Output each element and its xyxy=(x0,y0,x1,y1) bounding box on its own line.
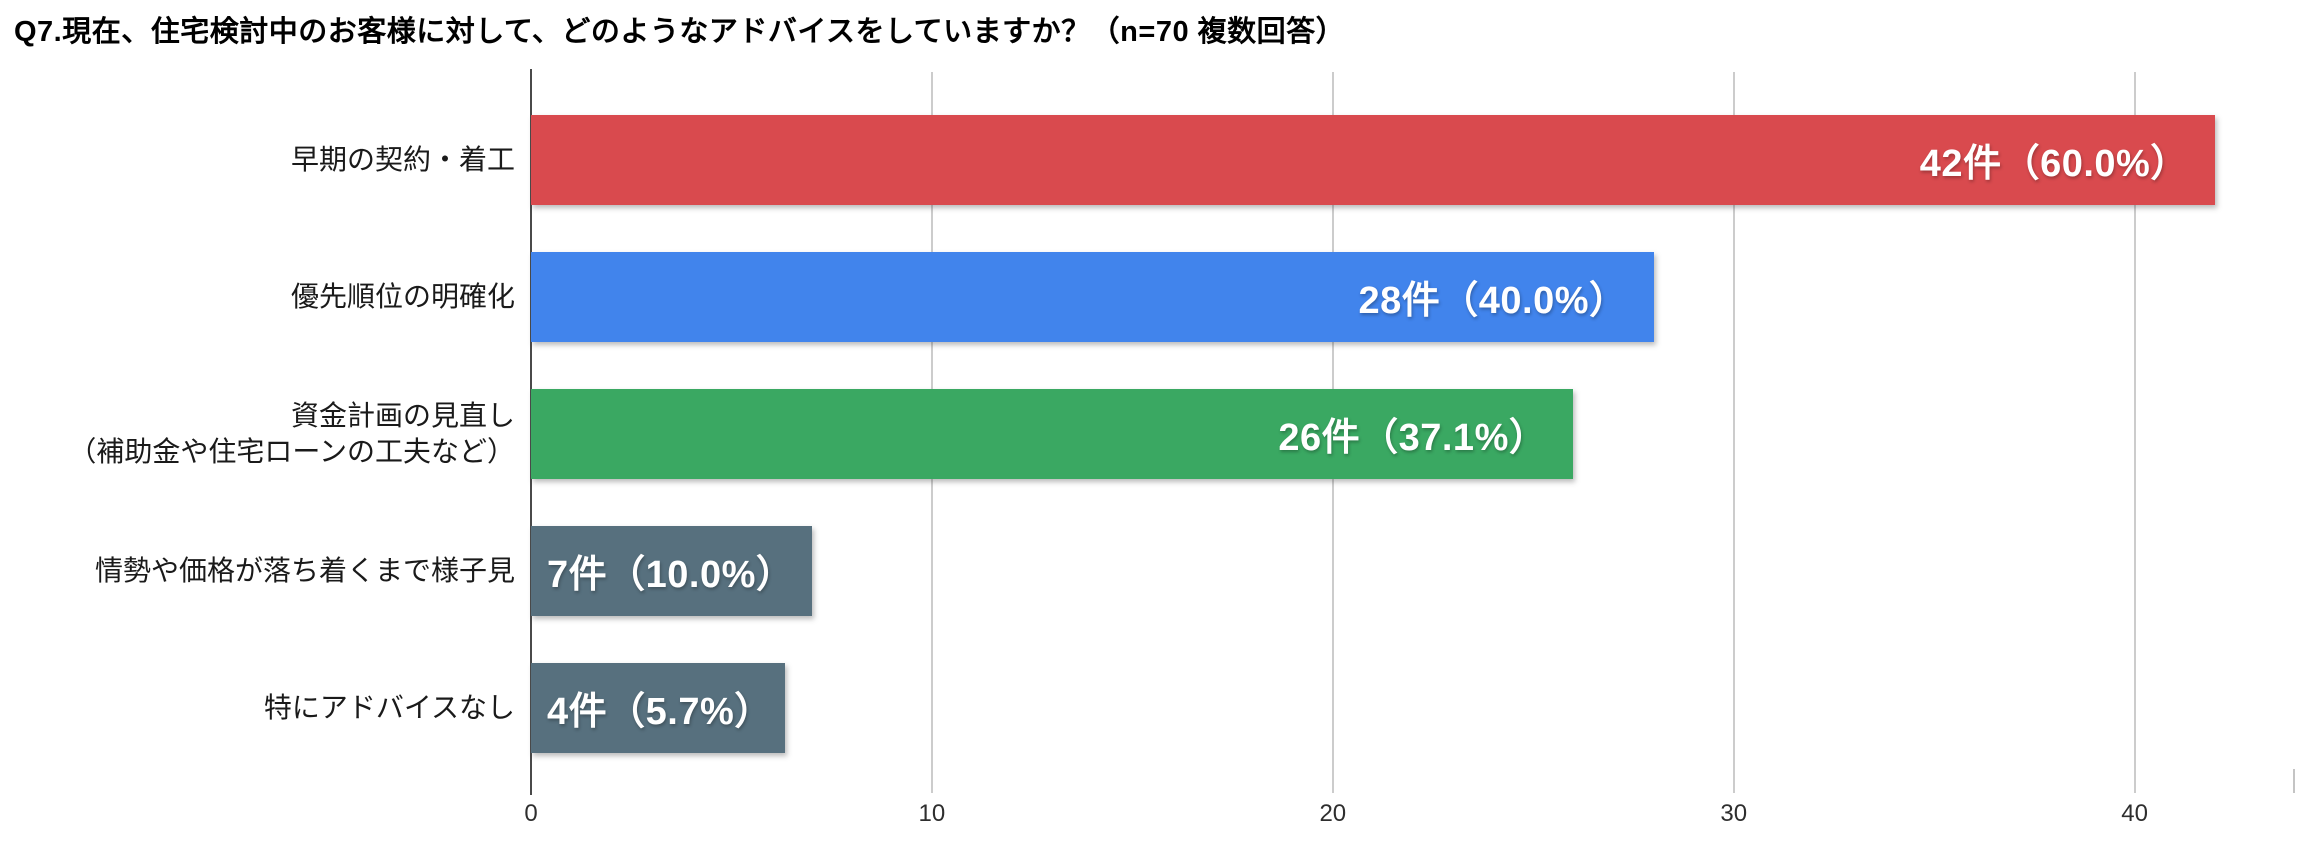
category-label-line: 優先順位の明確化 xyxy=(290,280,515,312)
category-label: 資金計画の見直し （補助金や住宅ローンの工夫など） xyxy=(0,398,531,470)
category-label: 情勢や価格が落ち着くまで様子見 xyxy=(0,553,531,589)
bar-value-label: 26件（37.1%） xyxy=(1278,417,1548,459)
chart-row: 早期の契約・着工 42件（60.0%） xyxy=(0,91,2300,228)
x-axis-tick-labels: 0 10 20 30 40 xyxy=(524,800,2295,834)
chart-row: 情勢や価格が落ち着くまで様子見 7件（10.0%） xyxy=(0,502,2300,639)
bar-2: 26件（37.1%） xyxy=(531,388,1574,479)
x-tick-label-20: 20 xyxy=(1319,800,1347,827)
bar-value-label: 42件（60.0%） xyxy=(1919,143,2189,185)
x-tick-label-30: 30 xyxy=(1720,800,1748,827)
gridline-40 xyxy=(2133,72,2136,793)
chart-row: 特にアドバイスなし 4件（5.7%） xyxy=(0,639,2300,776)
category-label: 早期の契約・着工 xyxy=(0,142,531,178)
x-tick-label-40: 40 xyxy=(2121,800,2148,827)
bar-3: 7件（10.0%） xyxy=(531,525,812,616)
category-label: 優先順位の明確化 xyxy=(0,279,531,315)
bar-area: 42件（60.0%） xyxy=(531,114,2300,205)
bar-area: 26件（37.1%） xyxy=(531,388,2300,479)
category-label-line: 早期の契約・着工 xyxy=(290,143,515,175)
x-tick-label-10: 10 xyxy=(918,800,946,827)
bar-area: 4件（5.7%） xyxy=(531,662,2300,753)
category-label-line: 特にアドバイスなし xyxy=(263,691,515,723)
bar-4: 4件（5.7%） xyxy=(531,662,785,753)
chart-row: 資金計画の見直し （補助金や住宅ローンの工夫など） 26件（37.1%） xyxy=(0,365,2300,502)
bar-1: 28件（40.0%） xyxy=(531,251,1654,342)
category-label-line: 資金計画の見直し xyxy=(290,399,515,431)
bar-0: 42件（60.0%） xyxy=(531,114,2215,205)
bar-chart: 早期の契約・着工 42件（60.0%） 優先順位の明確化 28件（40.0%） 資金計画… xyxy=(0,69,2300,795)
bar-rows: 早期の契約・着工 42件（60.0%） 優先順位の明確化 28件（40.0%） 資金計画… xyxy=(0,91,2300,776)
bar-area: 28件（40.0%） xyxy=(531,251,2300,342)
bar-value-label: 4件（5.7%） xyxy=(547,691,773,733)
category-label-line: 情勢や価格が落ち着くまで様子見 xyxy=(94,554,515,586)
bar-area: 7件（10.0%） xyxy=(531,525,2300,616)
gridline-30 xyxy=(1732,72,1735,793)
bar-value-label: 28件（40.0%） xyxy=(1358,280,1628,322)
bar-value-label: 7件（10.0%） xyxy=(547,554,795,596)
category-label: 特にアドバイスなし xyxy=(0,690,531,726)
x-tick-label-0: 0 xyxy=(524,800,538,827)
plot-right-edge-tick xyxy=(2293,769,2295,793)
chart-row: 優先順位の明確化 28件（40.0%） xyxy=(0,228,2300,365)
chart-title: Q7.現在、住宅検討中のお客様に対して、どのようなアドバイスをしていますか？（n… xyxy=(14,16,1346,48)
category-label-line: （補助金や住宅ローンの工夫など） xyxy=(68,435,515,467)
